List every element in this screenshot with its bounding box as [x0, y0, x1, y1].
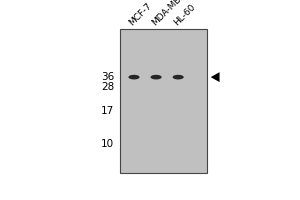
Bar	[120, 29, 207, 173]
Text: 28: 28	[101, 82, 114, 92]
Polygon shape	[211, 72, 220, 82]
Ellipse shape	[172, 75, 184, 79]
Text: 10: 10	[101, 139, 114, 149]
Text: HL-60: HL-60	[172, 2, 197, 27]
Ellipse shape	[128, 75, 140, 79]
Text: 17: 17	[101, 106, 114, 116]
Text: MDA-MB231: MDA-MB231	[150, 0, 195, 27]
Ellipse shape	[151, 75, 162, 79]
Text: 36: 36	[101, 72, 114, 82]
Text: MCF-7: MCF-7	[128, 1, 154, 27]
